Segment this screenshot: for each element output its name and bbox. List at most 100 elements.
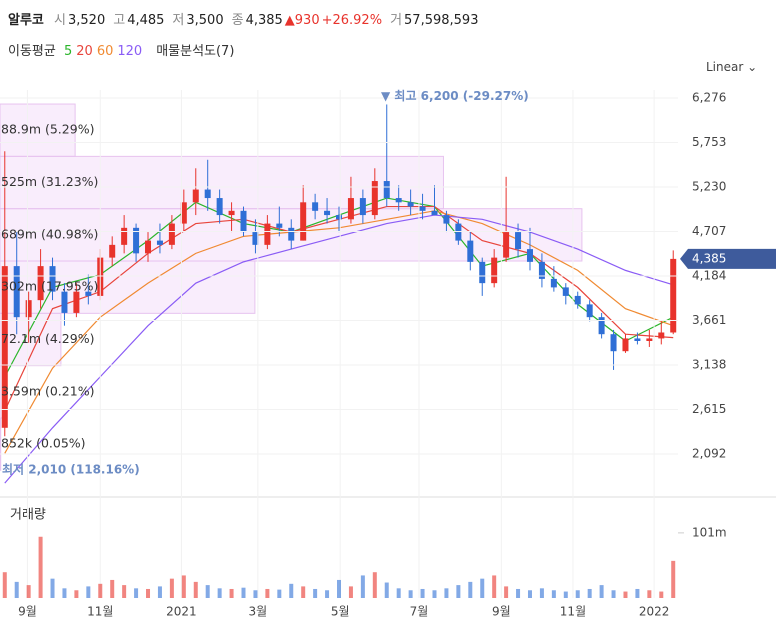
candle-body (264, 223, 271, 245)
volume-bar (539, 588, 544, 598)
candle-body (25, 300, 32, 318)
volume-label: 거 (390, 13, 403, 28)
y-tick-label: 3,661 (692, 313, 726, 327)
volume-bar (313, 588, 318, 598)
volume-bar (253, 590, 258, 598)
profile-label: 525m (31.23%) (1, 174, 98, 189)
candle-body (622, 338, 629, 352)
volume-bar (456, 585, 461, 598)
volume-bar (492, 575, 497, 598)
volume-bar (134, 588, 139, 598)
candle-body (431, 210, 438, 216)
volume-bar (659, 591, 664, 598)
legend: 이동평균 5 20 60 120 매물분석도(7) (8, 40, 238, 59)
candle-body (73, 291, 80, 313)
x-tick-label: 3월 (248, 605, 267, 619)
candle-body (646, 338, 653, 341)
candle-body (61, 291, 68, 313)
volume-bar (480, 578, 485, 598)
volume-bar (551, 590, 556, 598)
volume-bar (671, 560, 676, 598)
profile-label: 3.59m (0.21%) (1, 383, 94, 398)
volume-bar (372, 572, 377, 598)
ma-label: 이동평균 (8, 44, 56, 59)
scale-mode-label[interactable]: Linear (706, 60, 744, 74)
volume-bar (647, 590, 652, 598)
candle-body (204, 189, 211, 199)
volume-bar (181, 575, 186, 598)
volume-bar (265, 588, 270, 598)
ma-legend: 5 (63, 44, 73, 59)
volume-bar (563, 591, 568, 598)
volume-bar (325, 590, 330, 598)
y-tick-label: 5,230 (692, 179, 726, 193)
candle-body (407, 202, 414, 207)
volume-bar (146, 588, 151, 598)
x-tick-label: 5월 (331, 605, 350, 619)
ma-legend: 120 (117, 44, 143, 59)
change-pct: +26.92% (321, 13, 383, 28)
candle-body (49, 266, 56, 292)
candle-body (491, 257, 498, 284)
profile-label: 88.9m (5.29%) (1, 122, 94, 137)
candle-body (240, 210, 247, 233)
volume-bar (26, 585, 31, 598)
volume-bar (86, 586, 91, 598)
volume-bar (420, 588, 425, 598)
volume-bar (74, 590, 79, 598)
y-tick-label: 4,184 (692, 268, 726, 282)
candle-body (156, 240, 163, 245)
volume-bar (527, 590, 532, 598)
volume-bar (193, 581, 198, 598)
volume-bar (62, 588, 67, 598)
stat-value: 3,500 (186, 13, 224, 28)
plot (0, 103, 677, 484)
volume-bar (277, 589, 282, 598)
volume-bar (396, 588, 401, 598)
volume-bar (217, 588, 222, 598)
x-tick-label: 7월 (410, 605, 429, 619)
candle-body (658, 332, 665, 339)
candle-body (550, 278, 557, 288)
header: 알루코 시 3,520 고 4,485 저 3,500 종 4,385 ▲930 +26.92% 거… (8, 9, 480, 28)
volume-bar (384, 582, 389, 598)
x-tick-label: 11월 (560, 605, 586, 619)
stat-label: 종 (231, 13, 244, 28)
candle-body (347, 198, 354, 220)
candle-body (145, 240, 152, 254)
candle-body (121, 227, 128, 245)
profile-label: 689m (40.98%) (1, 226, 98, 241)
volume-bar (348, 586, 353, 598)
volume-bar (408, 590, 413, 598)
stat-value: 3,520 (68, 13, 106, 28)
x-tick-label: 11월 (87, 605, 113, 619)
volume-bar (122, 585, 127, 598)
candle-body (288, 227, 295, 241)
volume-bar (205, 585, 210, 598)
candle-body (598, 317, 605, 335)
x-tick-label: 9월 (18, 605, 37, 619)
volume-bar (241, 587, 246, 598)
candle-body (562, 287, 569, 296)
volume-bar (14, 581, 19, 598)
x-tick-label: 9월 (492, 605, 511, 619)
volume-bar (157, 586, 162, 598)
ma-line (4, 214, 674, 484)
volume-title: 거래량 (10, 508, 46, 523)
candle-body (276, 223, 283, 228)
candle-body (1, 266, 8, 428)
candle-body (395, 198, 402, 203)
candle-body (228, 210, 235, 216)
candle-body (359, 198, 366, 216)
change: ▲930 (284, 13, 320, 28)
candle-body (515, 232, 522, 250)
low-annotation: 최저 2,010 (118.16%) (2, 461, 140, 476)
scale-mode[interactable]: Linear ⌄ (706, 60, 758, 74)
profile-box (0, 103, 76, 157)
candle-body (192, 189, 199, 203)
candle-body (670, 258, 677, 333)
x-tick-label: 2021 (166, 605, 197, 619)
candle-body (443, 215, 450, 224)
y-tick-label: 2,615 (692, 402, 726, 416)
